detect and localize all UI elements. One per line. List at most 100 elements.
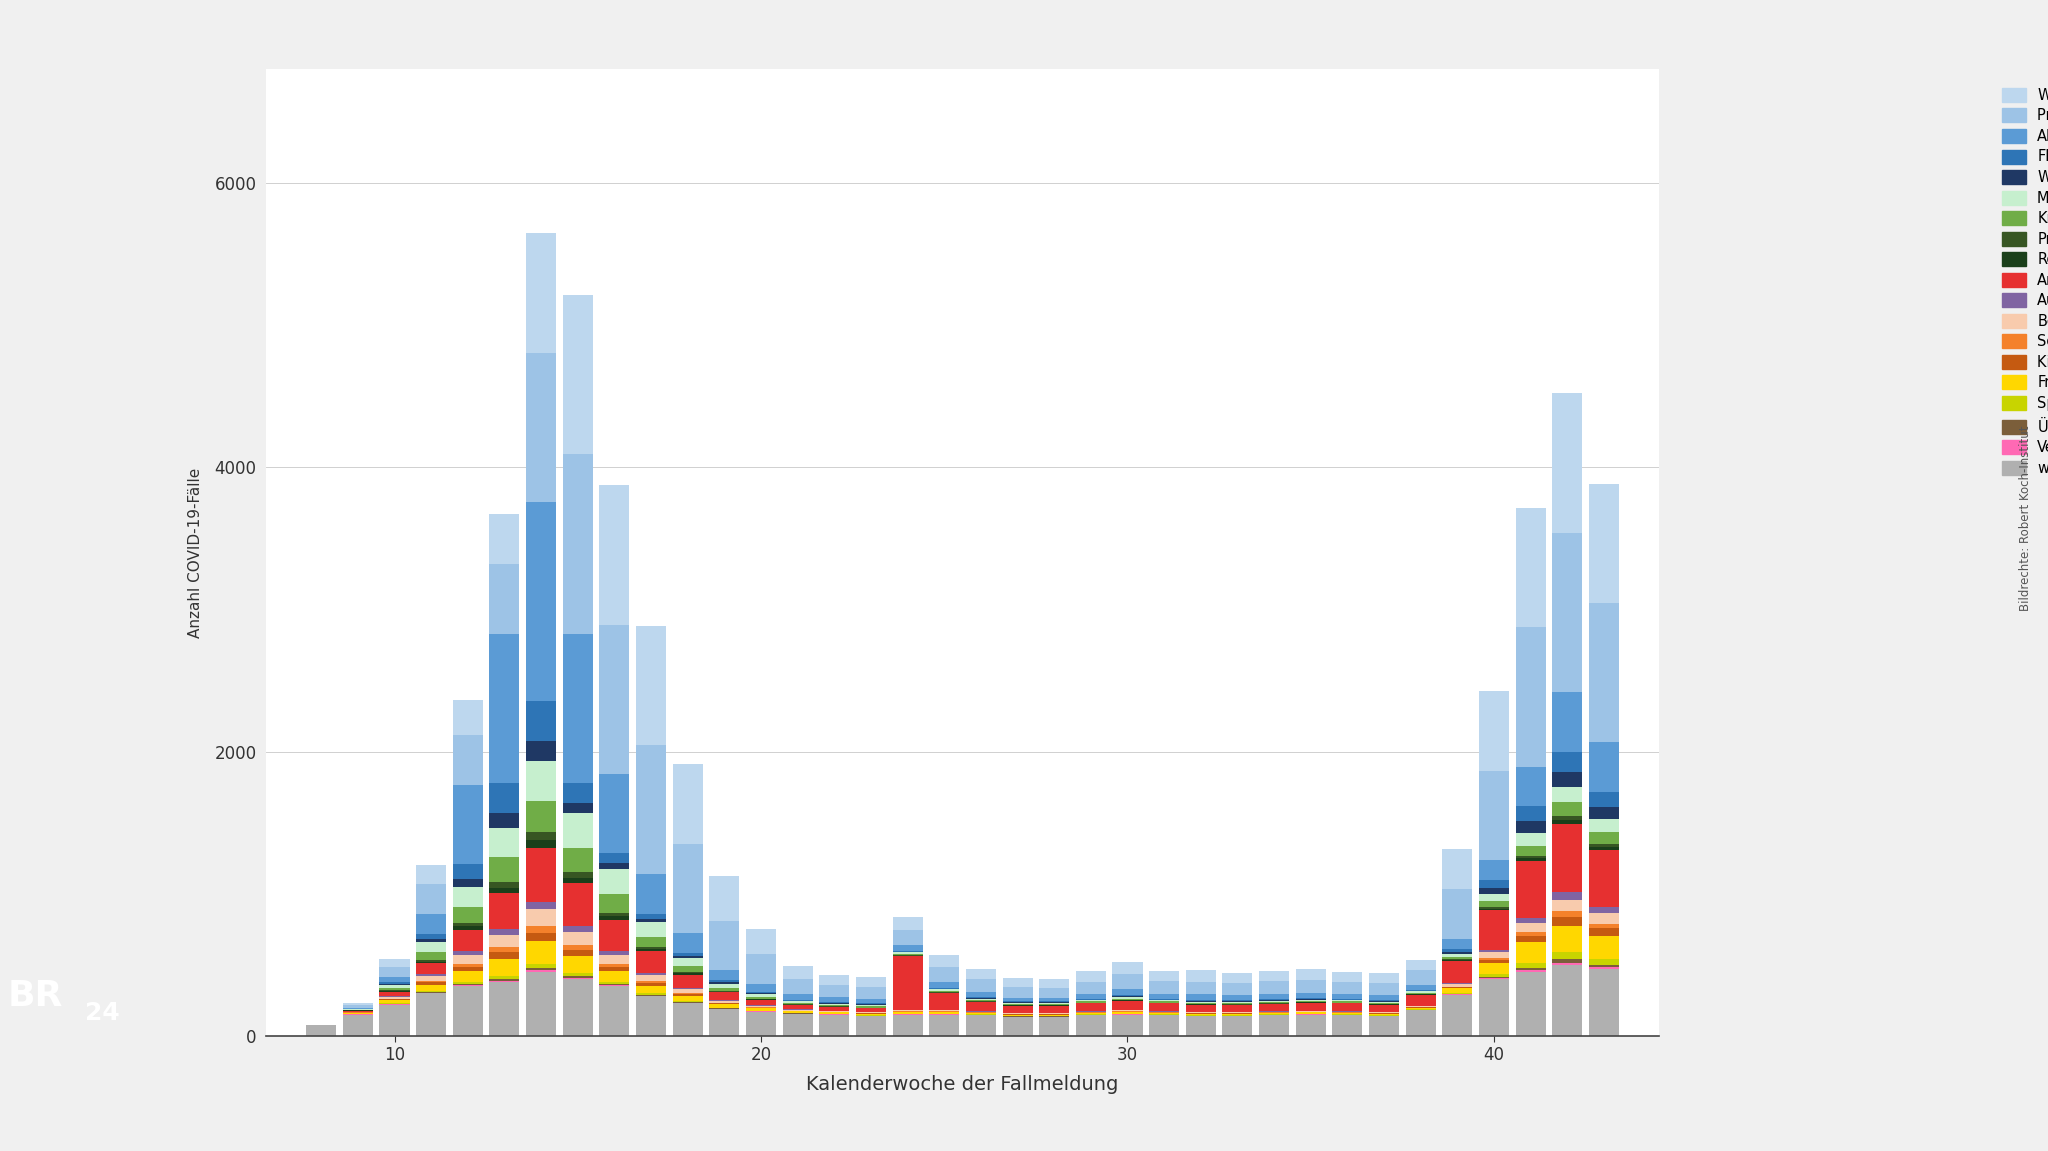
Bar: [856, 1008, 887, 1012]
Bar: [1038, 1006, 1069, 1013]
Bar: [600, 955, 629, 963]
Bar: [967, 1003, 995, 1012]
Bar: [489, 980, 520, 981]
Bar: [637, 985, 666, 993]
Bar: [1260, 1015, 1288, 1036]
Bar: [672, 933, 702, 953]
Bar: [1479, 889, 1509, 894]
Bar: [1552, 787, 1583, 802]
Bar: [526, 925, 557, 932]
Bar: [930, 1012, 958, 1014]
Bar: [489, 813, 520, 828]
Bar: [1260, 1013, 1288, 1014]
Bar: [1405, 994, 1436, 1006]
Bar: [1296, 1003, 1325, 1011]
Bar: [563, 633, 592, 783]
Bar: [563, 980, 592, 1036]
Bar: [600, 951, 629, 955]
Bar: [782, 993, 813, 999]
Bar: [453, 785, 483, 864]
Bar: [893, 1014, 922, 1036]
Bar: [1223, 1016, 1253, 1036]
Bar: [1223, 983, 1253, 996]
Bar: [1223, 1005, 1253, 1012]
Bar: [1442, 989, 1473, 992]
Bar: [1479, 980, 1509, 1036]
Bar: [563, 976, 592, 978]
Bar: [1112, 999, 1143, 1000]
Bar: [709, 981, 739, 983]
Bar: [1149, 1004, 1180, 1012]
Bar: [563, 973, 592, 976]
Bar: [1589, 907, 1618, 914]
Bar: [1260, 1004, 1288, 1012]
Bar: [930, 993, 958, 1011]
Bar: [856, 976, 887, 986]
Bar: [1552, 771, 1583, 787]
Bar: [563, 925, 592, 932]
Bar: [526, 840, 557, 847]
Bar: [1589, 924, 1618, 928]
Bar: [1186, 1005, 1217, 1012]
Bar: [600, 773, 629, 854]
Bar: [1442, 889, 1473, 939]
Bar: [893, 930, 922, 945]
Bar: [1186, 1014, 1217, 1015]
Bar: [563, 956, 592, 973]
Bar: [856, 999, 887, 1004]
Bar: [1368, 1001, 1399, 1003]
Bar: [416, 914, 446, 935]
Bar: [637, 922, 666, 937]
Bar: [1368, 1016, 1399, 1036]
Bar: [1552, 824, 1583, 892]
Bar: [1149, 970, 1180, 981]
Bar: [1149, 1000, 1180, 1001]
Bar: [563, 847, 592, 872]
Bar: [1004, 998, 1032, 1001]
Bar: [1589, 969, 1618, 1036]
Bar: [1479, 963, 1509, 975]
Bar: [1112, 975, 1143, 990]
Bar: [1004, 986, 1032, 998]
Bar: [637, 950, 666, 952]
Bar: [489, 828, 520, 857]
Bar: [637, 937, 666, 947]
Bar: [1552, 959, 1583, 962]
Bar: [453, 982, 483, 984]
Bar: [379, 967, 410, 977]
Bar: [416, 993, 446, 1036]
Bar: [1516, 846, 1546, 855]
Bar: [489, 883, 520, 887]
Bar: [453, 963, 483, 967]
Bar: [563, 883, 592, 925]
Bar: [1260, 1001, 1288, 1003]
Bar: [1479, 952, 1509, 958]
Bar: [637, 993, 666, 994]
Bar: [893, 916, 922, 930]
Bar: [1479, 691, 1509, 771]
Bar: [672, 764, 702, 844]
Bar: [1589, 603, 1618, 742]
Bar: [672, 989, 702, 992]
Bar: [342, 1004, 373, 1005]
Bar: [1112, 1012, 1143, 1014]
Bar: [672, 1004, 702, 1036]
Bar: [637, 996, 666, 1036]
Bar: [600, 894, 629, 913]
Bar: [453, 879, 483, 887]
Bar: [672, 973, 702, 974]
Bar: [489, 929, 520, 935]
Text: Bildrechte: Robert Koch-Institut: Bildrechte: Robert Koch-Institut: [2019, 425, 2032, 611]
Bar: [416, 864, 446, 884]
Bar: [967, 1015, 995, 1036]
Bar: [1333, 1013, 1362, 1014]
Bar: [1589, 965, 1618, 967]
Bar: [745, 994, 776, 997]
X-axis label: Kalenderwoche der Fallmeldung: Kalenderwoche der Fallmeldung: [807, 1075, 1118, 1095]
Bar: [672, 974, 702, 975]
Bar: [1405, 984, 1436, 990]
Bar: [672, 966, 702, 973]
Bar: [1479, 950, 1509, 952]
Bar: [1552, 802, 1583, 816]
Bar: [893, 956, 922, 1011]
